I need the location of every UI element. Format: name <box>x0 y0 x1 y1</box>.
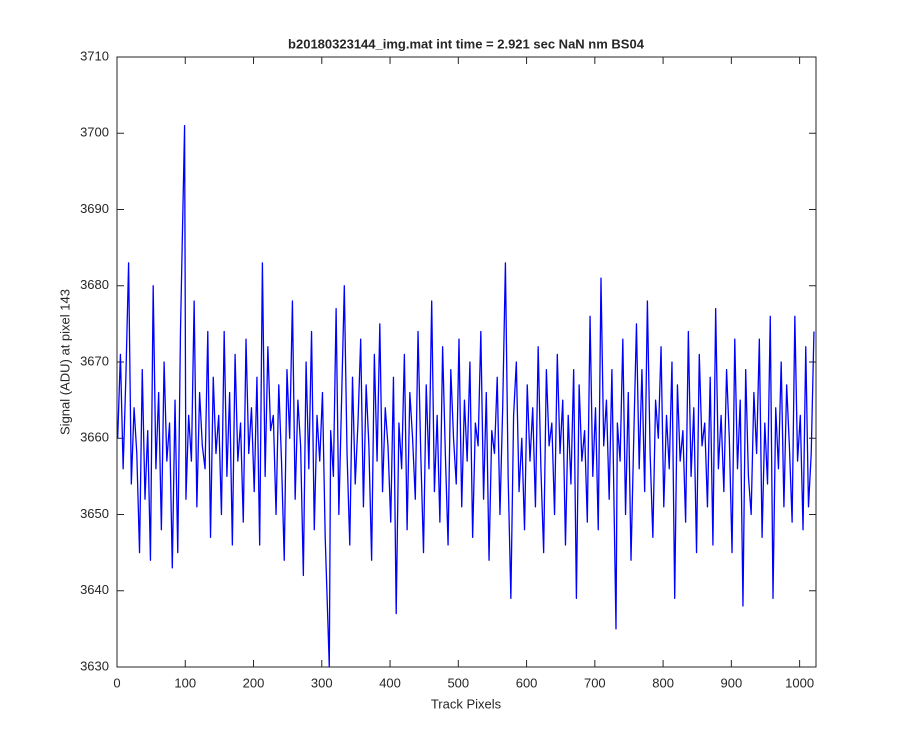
y-tick-label: 3640 <box>80 582 109 597</box>
x-tick-label: 1000 <box>785 675 814 690</box>
y-tick-label: 3700 <box>80 125 109 140</box>
y-tick-label: 3660 <box>80 430 109 445</box>
x-axis-label: Track Pixels <box>431 696 502 711</box>
y-tick-label: 3630 <box>80 658 109 673</box>
y-axis-label: Signal (ADU) at pixel 143 <box>57 289 72 435</box>
y-tick-label: 3650 <box>80 506 109 521</box>
x-tick-label: 0 <box>113 675 120 690</box>
y-tick-label: 3710 <box>80 48 109 63</box>
x-tick-label: 700 <box>584 675 606 690</box>
y-tick-label: 3670 <box>80 353 109 368</box>
x-tick-label: 600 <box>516 675 538 690</box>
x-tick-label: 400 <box>379 675 401 690</box>
x-tick-label: 200 <box>243 675 265 690</box>
x-tick-label: 100 <box>174 675 196 690</box>
x-tick-label: 300 <box>311 675 333 690</box>
x-tick-label: 500 <box>447 675 469 690</box>
y-tick-label: 3690 <box>80 201 109 216</box>
y-tick-label: 3680 <box>80 277 109 292</box>
chart-title: b20180323144_img.mat int time = 2.921 se… <box>288 36 645 51</box>
x-tick-label: 800 <box>652 675 674 690</box>
x-tick-label: 900 <box>721 675 743 690</box>
data-line <box>117 124 815 668</box>
